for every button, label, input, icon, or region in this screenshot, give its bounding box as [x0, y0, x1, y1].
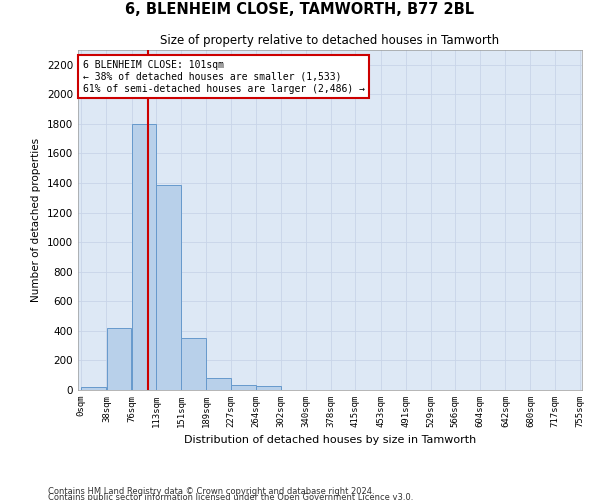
Bar: [206, 378, 231, 390]
Bar: [232, 385, 256, 390]
Bar: [181, 338, 206, 390]
Bar: [82, 387, 106, 390]
Y-axis label: Number of detached properties: Number of detached properties: [31, 138, 41, 302]
Bar: [156, 184, 181, 390]
Text: Contains public sector information licensed under the Open Government Licence v3: Contains public sector information licen…: [48, 493, 413, 500]
Text: 6, BLENHEIM CLOSE, TAMWORTH, B77 2BL: 6, BLENHEIM CLOSE, TAMWORTH, B77 2BL: [125, 2, 475, 18]
Text: 6 BLENHEIM CLOSE: 101sqm
← 38% of detached houses are smaller (1,533)
61% of sem: 6 BLENHEIM CLOSE: 101sqm ← 38% of detach…: [83, 60, 365, 94]
Bar: [107, 328, 131, 390]
Text: Contains HM Land Registry data © Crown copyright and database right 2024.: Contains HM Land Registry data © Crown c…: [48, 487, 374, 496]
Bar: [131, 124, 156, 390]
Title: Size of property relative to detached houses in Tamworth: Size of property relative to detached ho…: [160, 34, 500, 48]
Bar: [256, 386, 281, 390]
X-axis label: Distribution of detached houses by size in Tamworth: Distribution of detached houses by size …: [184, 436, 476, 446]
